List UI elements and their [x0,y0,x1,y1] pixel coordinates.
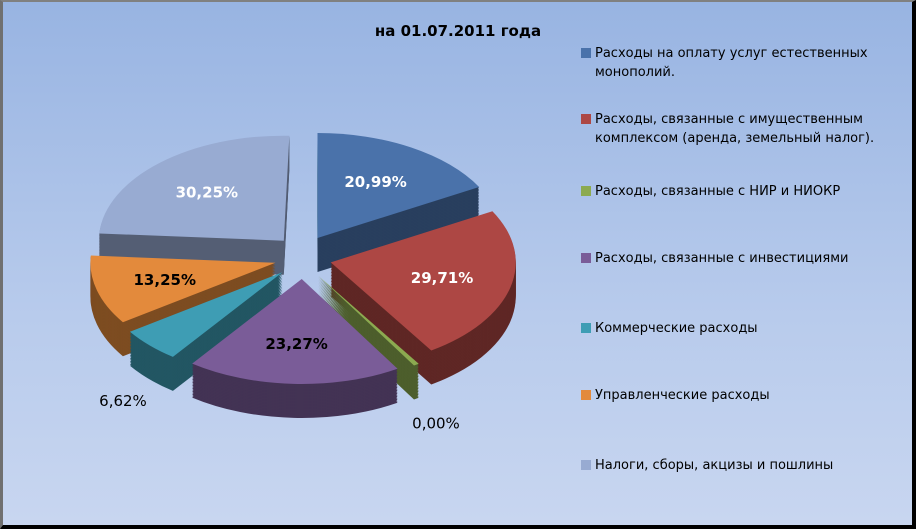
data-label: 23,27% [265,335,327,353]
legend-item: Расходы, связанные с инвестициями [581,249,895,268]
pie-slice-3 [192,278,398,418]
data-label: 30,25% [176,183,238,201]
legend-swatch [581,390,591,400]
legend-label: Расходы на оплату услуг естественных мон… [595,46,868,80]
legend-swatch [581,323,591,333]
pie-slice-top [192,278,398,384]
pie-slice-top [317,133,480,239]
legend-item: Управленческие расходы [581,386,895,405]
legend-label: Расходы, связанные с инвестициями [595,251,849,266]
pie-slice-top [90,255,276,323]
pie-slice-1 [330,211,516,385]
legend-label: Коммерческие расходы [595,321,758,336]
pie-slice-0 [317,133,480,273]
pie-chart: 20,99% 29,71% 0,00% 23,27% 6,62% 13,25% 30,25% [90,133,516,432]
legend-label: Управленческие расходы [595,388,770,403]
legend-item: Расходы, связанные с имущественным компл… [581,110,895,148]
legend-item: Расходы на оплату услуг естественных мон… [581,44,895,82]
pie-slice-top [330,211,516,351]
data-label: 0,00% [412,414,460,432]
data-label: 6,62% [99,392,147,410]
legend-item: Налоги, сборы, акцизы и пошлины [581,456,895,475]
legend-label: Расходы, связанные с НИР и НИОКР [595,184,841,199]
legend-swatch [581,186,591,196]
legend-swatch [581,114,591,124]
data-label: 29,71% [411,269,473,287]
legend-swatch [581,460,591,470]
legend-item: Расходы, связанные с НИР и НИОКР [581,182,895,201]
pie-slice-top [99,135,290,241]
legend-label: Расходы, связанные с имущественным компл… [595,112,875,146]
pie-slice-4 [129,272,283,391]
data-label: 20,99% [344,173,406,191]
legend-label: Налоги, сборы, акцизы и пошлины [595,458,834,473]
data-label: 13,25% [134,271,196,289]
pie-slice-6 [99,135,290,275]
pie-slice-top [129,272,283,357]
pie-slice-top [318,275,419,366]
chart-title: на 01.07.2011 года [374,22,542,40]
legend-swatch [581,48,591,58]
legend-item: Коммерческие расходы [581,319,895,338]
legend-swatch [581,253,591,263]
